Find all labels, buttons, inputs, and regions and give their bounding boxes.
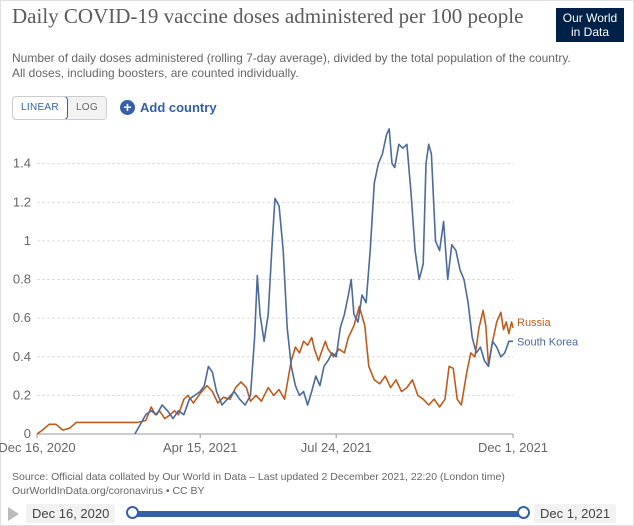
y-tick-label: 0.8 <box>13 272 31 287</box>
y-tick-label: 0 <box>24 426 31 441</box>
series-line-russia <box>36 305 514 435</box>
timeline-end-handle[interactable] <box>517 506 530 519</box>
timeline-start-handle[interactable] <box>126 506 139 519</box>
chart-title: Daily COVID-19 vaccine doses administere… <box>12 4 524 28</box>
add-country-button[interactable]: + Add country <box>120 97 217 117</box>
license-text: OurWorldInData.org/coronavirus • CC BY <box>12 485 205 497</box>
y-tick-label: 0.6 <box>13 310 31 325</box>
play-icon[interactable] <box>8 507 19 521</box>
y-tick-label: 0.4 <box>13 349 31 364</box>
y-tick-label: 1.2 <box>13 194 31 209</box>
x-tick-label: Apr 15, 2021 <box>163 440 237 455</box>
series-line-south-korea <box>134 128 513 435</box>
scale-toggle: LINEAR LOG <box>12 96 107 120</box>
y-tick-label: 1 <box>24 233 31 248</box>
timeline-slider: Dec 16, 2020 Dec 1, 2021 <box>0 500 634 526</box>
y-tick-label: 1.4 <box>13 156 31 171</box>
line-chart[interactable]: 0 0.2 0.4 0.6 0.8 1 1.2 1.4 Dec 16, 2020 Apr 15, … <box>0 125 634 455</box>
log-scale-button[interactable]: LOG <box>67 97 106 119</box>
logo-line-2: in Data <box>570 25 610 39</box>
y-tick-label: 0.2 <box>13 387 31 402</box>
add-country-label: Add country <box>140 99 217 115</box>
x-tick-label: Dec 1, 2021 <box>478 440 548 455</box>
linear-scale-button[interactable]: LINEAR <box>12 97 68 119</box>
chart-subtitle: Number of daily doses administered (roll… <box>12 51 571 80</box>
timeline-track[interactable] <box>132 511 524 517</box>
series-label: Russia <box>517 317 552 329</box>
source-note: Source: Official data collated by Our Wo… <box>12 470 612 498</box>
timeline-start-label: Dec 16, 2020 <box>26 504 116 523</box>
x-tick-label: Jul 24, 2021 <box>301 440 372 455</box>
owid-logo[interactable]: Our World in Data <box>556 8 624 42</box>
source-text: Source: Official data collated by Our Wo… <box>12 471 505 483</box>
logo-line-1: Our World <box>562 11 618 25</box>
timeline-end-label: Dec 1, 2021 <box>534 504 617 523</box>
x-tick-label: Dec 16, 2020 <box>0 440 76 455</box>
plus-icon: + <box>120 99 135 115</box>
series-label: South Korea <box>517 336 579 348</box>
